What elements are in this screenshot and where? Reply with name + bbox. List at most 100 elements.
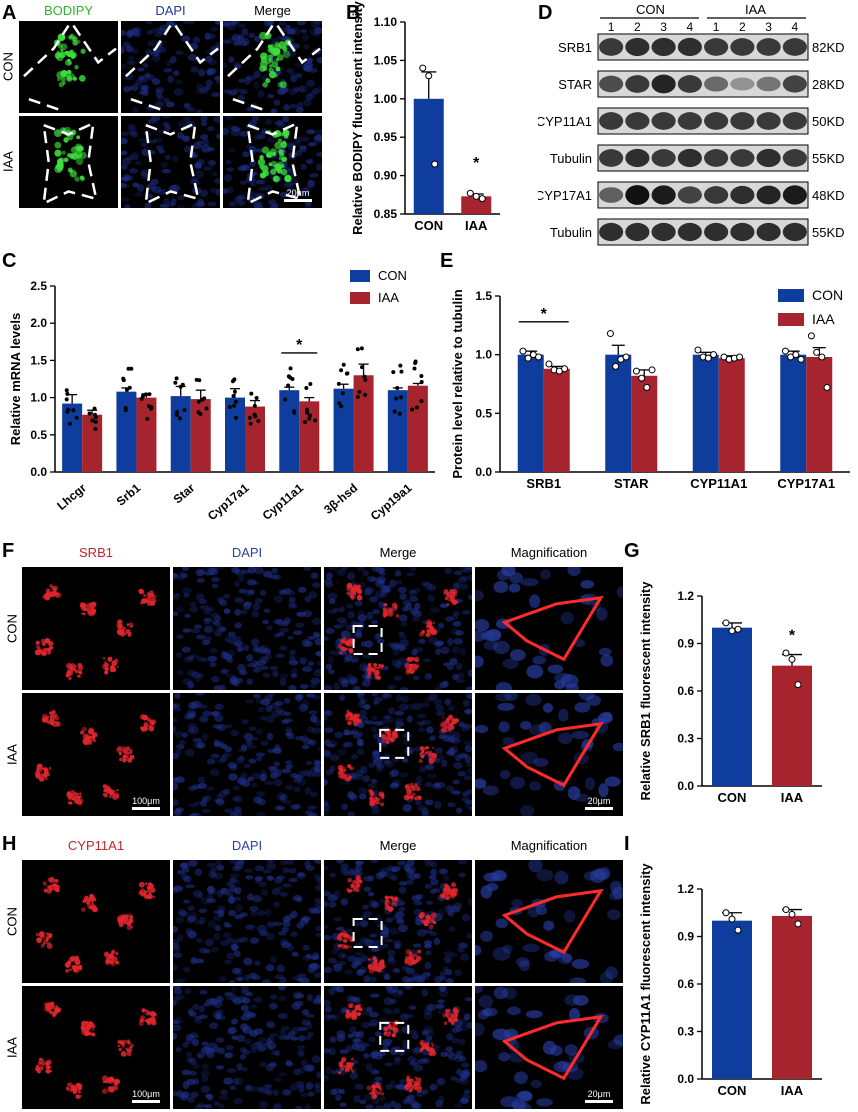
nucleus	[206, 758, 216, 765]
red-signal	[347, 638, 351, 642]
row-label-con: CON	[4, 613, 20, 643]
nucleus	[234, 862, 244, 870]
red-signal	[416, 1077, 422, 1083]
data-point	[339, 404, 344, 409]
nucleus	[492, 946, 511, 961]
nucleus	[481, 1008, 493, 1017]
nucleus	[190, 176, 199, 182]
data-point	[64, 397, 69, 402]
nucleus	[509, 649, 526, 661]
nucleus	[376, 638, 385, 644]
red-signal	[339, 939, 342, 942]
nucleus	[198, 1014, 208, 1020]
nucleus	[204, 795, 212, 802]
nucleus	[140, 142, 148, 148]
nucleus	[354, 600, 363, 607]
legend-label: CON	[378, 268, 407, 283]
nucleus	[532, 655, 546, 665]
blot-band	[625, 112, 650, 130]
nucleus	[324, 1066, 333, 1075]
nucleus	[455, 754, 462, 762]
nucleus	[288, 659, 299, 666]
red-signal	[35, 932, 40, 937]
nucleus	[285, 728, 293, 733]
nucleus	[408, 1005, 417, 1010]
red-signal	[36, 937, 41, 942]
lipid-droplet	[265, 78, 271, 84]
nucleus	[203, 608, 212, 615]
nucleus	[178, 739, 186, 746]
nucleus	[215, 1037, 225, 1043]
nucleus	[257, 90, 265, 98]
nucleus	[183, 103, 190, 108]
nucleus	[214, 798, 223, 804]
nucleus	[217, 596, 224, 604]
nucleus	[392, 915, 400, 921]
nucleus	[206, 68, 215, 76]
red-signal	[74, 665, 77, 668]
red-signal	[46, 1069, 51, 1074]
x-tick-label: SRB1	[526, 476, 561, 491]
red-signal	[439, 721, 446, 728]
nucleus	[296, 1045, 306, 1050]
nucleus	[276, 792, 286, 801]
nucleus	[571, 959, 590, 969]
nucleus	[140, 169, 149, 177]
red-signal	[451, 591, 454, 594]
nucleus	[314, 633, 321, 638]
blot-band	[756, 112, 781, 130]
bar	[712, 627, 752, 786]
nucleus	[243, 601, 253, 607]
nucleus	[310, 572, 319, 579]
scale-bar-label: 20μm	[588, 1089, 611, 1099]
nucleus	[239, 180, 248, 185]
nucleus	[324, 1074, 330, 1082]
red-signal	[348, 583, 352, 587]
red-signal	[126, 755, 129, 758]
red-signal	[408, 663, 412, 667]
nucleus	[256, 756, 263, 762]
nucleus	[178, 908, 187, 917]
nucleus	[177, 574, 185, 581]
red-signal	[70, 789, 75, 794]
nucleus	[355, 770, 365, 776]
nucleus	[199, 947, 208, 954]
nucleus	[466, 789, 472, 795]
nucleus	[387, 684, 396, 690]
red-signal	[117, 1039, 122, 1045]
blot-band	[677, 222, 702, 242]
nucleus	[183, 656, 194, 663]
nucleus	[344, 653, 353, 662]
red-signal	[343, 944, 347, 948]
nucleus	[289, 1083, 298, 1092]
red-signal	[448, 1019, 451, 1023]
x-tick-label: CYP17A1	[777, 476, 835, 491]
data-point	[92, 412, 97, 417]
red-signal	[377, 666, 381, 670]
data-point	[397, 411, 402, 416]
nucleus	[163, 198, 170, 205]
panel-f-con-srb1-image	[34, 584, 157, 681]
data-point	[230, 379, 235, 384]
nucleus	[157, 189, 167, 195]
nucleus	[195, 958, 204, 964]
nucleus	[475, 589, 484, 602]
nucleus	[467, 669, 472, 678]
nucleus	[598, 647, 612, 656]
red-signal	[50, 1002, 55, 1007]
nucleus	[389, 1047, 399, 1055]
bar	[712, 920, 752, 1079]
red-signal	[77, 792, 80, 796]
column-label-cyp11a1: CYP11A1	[67, 838, 125, 853]
red-signal	[350, 714, 354, 718]
lipid-droplet	[75, 157, 84, 165]
nucleus	[173, 885, 184, 892]
red-signal	[49, 877, 53, 881]
nucleus	[424, 883, 432, 889]
nucleus	[266, 136, 276, 144]
nucleus	[394, 1103, 402, 1109]
nucleus	[314, 860, 321, 864]
nucleus	[308, 907, 319, 914]
blot-band	[730, 38, 755, 56]
